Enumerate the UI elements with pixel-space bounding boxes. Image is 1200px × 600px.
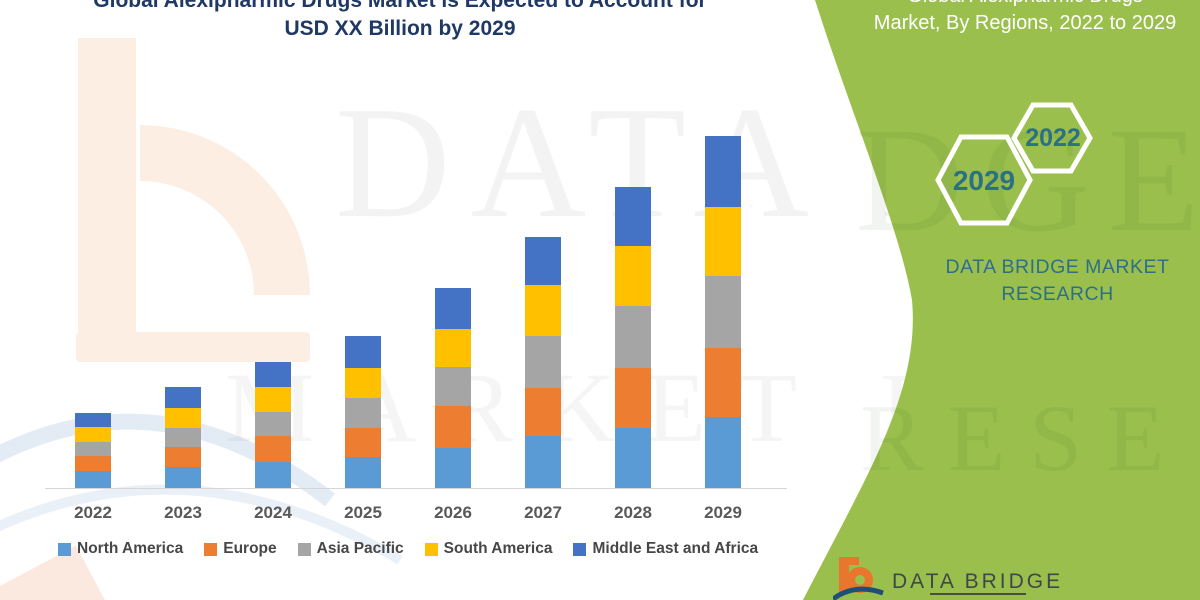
bar-segment [435,288,471,329]
bar-segment [525,336,561,388]
bar-segment [705,207,741,276]
hexagon-2029 [935,134,1033,226]
footer-logo-line1: DATA BRIDGE [892,570,1064,593]
legend-label: Middle East and Africa [592,540,759,557]
brand-text-line2: RESEARCH [1001,283,1114,305]
footer-logo-text: DATA BRIDGE MARKET RESEARCH [892,570,1082,600]
bar-segment [345,457,381,488]
logo-b-watermark-stem [78,38,136,332]
bar-segment [345,368,381,398]
bar-segment [345,398,381,428]
hexagon-label-2022: 2022 [1025,124,1081,152]
bar-segment [165,467,201,488]
main-title: Global Alexipharmic Drugs Market is Expe… [0,0,800,43]
bar-segment [165,428,201,447]
bar-segment [705,348,741,417]
main-title-line2: USD XX Billion by 2029 [284,17,516,40]
x-axis-line [45,488,787,489]
bar-segment [525,388,561,436]
bar-segment [525,285,561,336]
x-axis-label: 2027 [524,503,562,522]
x-axis-label: 2028 [614,503,652,522]
legend-swatch [297,542,311,556]
bar-segment [615,368,651,428]
bar-segment [75,456,111,471]
legend-label: North America [77,540,184,557]
brand-text: DATA BRIDGE MARKET RESEARCH [930,254,1185,308]
svg-text:DGE: DGE [855,97,1200,263]
legend-swatch [573,542,587,556]
panel-title-line2: Market, By Regions, 2022 to 2029 [873,12,1177,34]
bar-segment [165,387,201,408]
hexagon-2022 [1011,102,1093,174]
bar-segment [345,428,381,457]
brand-text-line1: DATA BRIDGE MARKET [945,256,1170,278]
legend-item: Middle East and Africa [573,540,758,558]
dbmr-b-icon [833,557,884,600]
legend: North America Europe Asia Pacific South Ame… [58,540,758,558]
x-axis-label: 2023 [164,503,202,522]
bar-segment [705,417,741,488]
bar-segment [255,362,291,387]
bar-segment [345,336,381,368]
bar-segment [255,462,291,488]
legend-label: South America [443,540,553,557]
bar-segment [255,436,291,462]
x-axis-label: 2025 [344,503,382,522]
legend-swatch [424,542,438,556]
bar-segment [75,413,111,427]
chart-area: 2022 2023 2024 2025 2026 2027 2028 2029 [45,136,787,522]
bar-segment [165,408,201,428]
main-title-line1: Global Alexipharmic Drugs Market is Expe… [93,0,707,12]
bar-segment [615,187,651,246]
panel-title-line1: Global Alexipharmic Drugs [855,0,1195,10]
bar-segment [75,427,111,442]
legend-item: Asia Pacific [297,540,404,558]
bar-segment [705,276,741,348]
legend-item: North America [58,540,183,558]
svg-text:RESE: RESE [860,385,1188,491]
bar-segment [255,387,291,412]
bar-segment [255,412,291,436]
bar-segment [165,447,201,467]
bar-segment [525,436,561,488]
bar-segment [615,428,651,488]
legend-swatch [204,542,218,556]
bar-segment [435,406,471,448]
bar-segment [615,306,651,368]
bar-segment [705,136,741,207]
hexagon-label-2029: 2029 [952,165,1016,196]
bar-segment [615,246,651,306]
bar-segment [435,448,471,488]
bar-segment [435,329,471,367]
legend-item: South America [424,540,553,558]
x-axis-label: 2029 [704,503,742,522]
x-axis-label: 2022 [74,503,112,522]
footer-logo-underline [930,593,1026,595]
logo-b-watermark-bowl [139,125,310,296]
bar-segment [75,442,111,456]
legend-label: Europe [223,540,277,557]
legend-item: Europe [204,540,277,558]
logo-b-watermark-base [76,332,310,362]
bar-segment [75,471,111,488]
panel-title: Global Alexipharmic Drugs Market, By Reg… [855,0,1195,37]
x-axis-label: 2024 [254,503,292,522]
bar-segment [435,367,471,406]
legend-label: Asia Pacific [316,540,404,557]
legend-swatch [58,542,71,556]
bar-segment [525,237,561,285]
x-axis-label: 2026 [434,503,472,522]
